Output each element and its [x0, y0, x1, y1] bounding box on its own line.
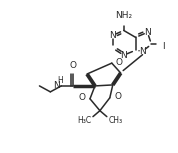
Text: N: N	[120, 51, 127, 60]
Text: NH₂: NH₂	[115, 11, 132, 20]
Text: N: N	[54, 81, 60, 90]
Text: N: N	[144, 28, 151, 37]
Text: H₃C: H₃C	[77, 116, 91, 125]
Text: N: N	[109, 31, 116, 40]
Text: H: H	[57, 76, 63, 85]
Text: O: O	[70, 61, 77, 70]
Text: N: N	[139, 47, 146, 56]
Text: O: O	[116, 58, 123, 67]
Text: CH₃: CH₃	[109, 116, 123, 125]
Text: I: I	[162, 42, 165, 51]
Text: O: O	[78, 93, 85, 102]
Text: O: O	[115, 92, 122, 101]
